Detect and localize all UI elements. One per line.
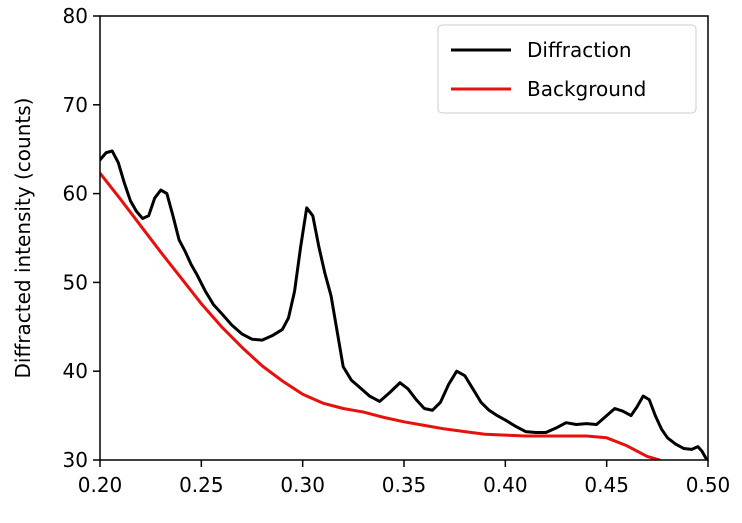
series-line-diffraction: [100, 149, 708, 460]
x-tick-label: 0.45: [584, 473, 629, 497]
x-tick-label: 0.50: [686, 473, 731, 497]
y-tick-label: 60: [63, 182, 88, 206]
x-axis-ticks: 0.20 0.25 0.30 0.35 0.40 0.45 0.50: [78, 460, 731, 497]
legend: Diffraction Background: [437, 24, 697, 114]
series-line-background: [100, 171, 661, 460]
legend-label-diffraction: Diffraction: [527, 38, 632, 62]
x-tick-label: 0.20: [78, 473, 123, 497]
y-axis-label: Diffracted intensity (counts): [11, 98, 35, 379]
x-tick-label: 0.35: [382, 473, 427, 497]
legend-box: [437, 24, 697, 114]
x-tick-label: 0.40: [483, 473, 528, 497]
x-tick-label: 0.25: [179, 473, 224, 497]
y-tick-label: 40: [63, 359, 88, 383]
y-tick-label: 50: [63, 270, 88, 294]
series-layer: [100, 149, 708, 460]
y-tick-label: 70: [63, 93, 88, 117]
x-tick-label: 0.30: [280, 473, 325, 497]
legend-label-background: Background: [527, 77, 646, 101]
y-axis-ticks: 30 40 50 60 70 80: [63, 4, 100, 472]
y-tick-label: 80: [63, 4, 88, 28]
axes-frame: [99, 15, 709, 461]
y-tick-label: 30: [63, 448, 88, 472]
